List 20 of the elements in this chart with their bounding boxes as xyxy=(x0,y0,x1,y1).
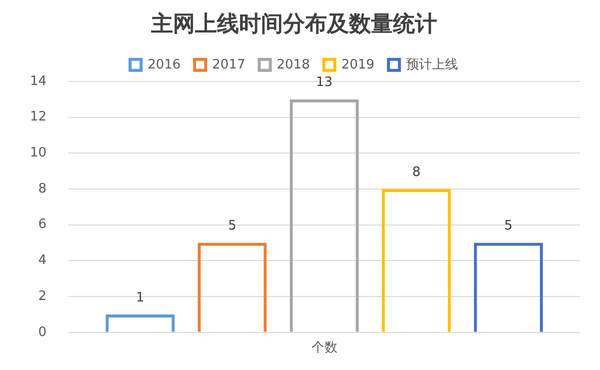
legend-label: 预计上线 xyxy=(406,57,458,72)
x-tick-label: 个数 xyxy=(311,340,338,356)
y-tick-label: 12 xyxy=(30,110,47,125)
data-label: 1 xyxy=(136,290,144,306)
data-label: 13 xyxy=(316,75,333,90)
legend-label: 2019 xyxy=(341,57,374,72)
y-tick-label: 8 xyxy=(38,181,47,196)
y-tick-label: 0 xyxy=(38,324,47,340)
y-tick-label: 10 xyxy=(30,145,47,160)
y-tick-label: 4 xyxy=(38,253,47,268)
legend-label: 2017 xyxy=(212,57,246,72)
data-label: 5 xyxy=(228,218,236,234)
legend-label: 2016 xyxy=(148,57,181,72)
legend-label: 2018 xyxy=(276,57,310,72)
y-tick-label: 2 xyxy=(38,288,47,304)
chart-title: 主网上线时间分布及数量统计 xyxy=(150,10,437,37)
data-label: 8 xyxy=(412,164,420,180)
y-tick-label: 6 xyxy=(38,217,47,232)
data-label: 5 xyxy=(504,218,513,234)
y-tick-label: 14 xyxy=(30,74,47,89)
